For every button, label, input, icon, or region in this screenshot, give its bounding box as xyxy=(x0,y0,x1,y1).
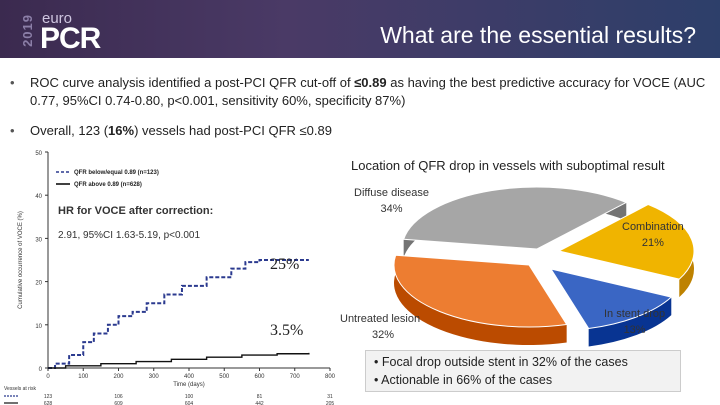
bullet-bold: ≤0.89 xyxy=(354,75,387,90)
results-box: • Focal drop outside stent in 32% of the… xyxy=(365,350,681,392)
bullet-pre: Overall, 123 ( xyxy=(30,123,109,138)
x-axis-label: Time (days) xyxy=(173,382,204,388)
x-tick-label: 700 xyxy=(290,374,301,380)
pie-label-untreated-pct: 32% xyxy=(372,329,395,341)
europcr-logo: 2019 euro PCR xyxy=(20,8,120,55)
result-line: • Actionable in 66% of the cases xyxy=(374,373,553,387)
y-tick-label: 30 xyxy=(35,237,42,243)
at-risk-value: 31 xyxy=(327,394,333,400)
pie-label-untreated: Untreated lesion 32% xyxy=(340,311,420,343)
bullet-item: • Overall, 123 (16%) vessels had post-PC… xyxy=(10,122,710,140)
pie-label-diffuse-name: Diffuse disease xyxy=(354,187,430,199)
result-line: • Focal drop outside stent in 32% of the… xyxy=(374,355,628,369)
x-tick-label: 500 xyxy=(219,374,230,380)
result-line-text: Focal drop outside stent in 32% of the c… xyxy=(381,355,628,369)
at-risk-value: 628 xyxy=(44,401,53,405)
bullet-text: Overall, 123 (16%) vessels had post-PCI … xyxy=(30,122,332,140)
at-risk-value: 442 xyxy=(255,401,264,405)
x-tick-label: 400 xyxy=(184,374,195,380)
hr-detail: 2.91, 95%CI 1.63-5.19, p<0.001 xyxy=(58,230,201,241)
at-risk-value: 609 xyxy=(114,401,123,405)
bullet-post: as having the best predictive accuracy f… xyxy=(30,75,706,108)
pie-slice xyxy=(402,186,628,250)
bullet-text: ROC curve analysis identified a post-PCI… xyxy=(30,74,710,110)
x-tick-label: 800 xyxy=(325,374,336,380)
x-tick-label: 100 xyxy=(78,374,89,380)
y-axis-label: Cumulative occurrence of VOCE (%) xyxy=(18,211,24,309)
bullet-dot-icon: • xyxy=(10,75,15,90)
at-risk-value: 106 xyxy=(114,394,123,400)
slide-title: What are the essential results? xyxy=(380,22,696,48)
pie-label-combination: Combination 21% xyxy=(622,219,684,251)
legend-label: QFR above 0.89 (n=628) xyxy=(74,182,142,188)
y-tick-label: 20 xyxy=(35,281,42,287)
bullet-item: • ROC curve analysis identified a post-P… xyxy=(10,74,710,110)
logo-euro: euro xyxy=(42,10,73,27)
bullet-pre: ROC curve analysis identified a post-PCI… xyxy=(30,75,355,90)
at-risk-value: 123 xyxy=(44,394,53,400)
y-tick-label: 0 xyxy=(39,367,43,373)
series-line xyxy=(48,352,310,369)
bullet-dot-icon: • xyxy=(10,123,15,138)
hr-annotation: HR for VOCE after correction: xyxy=(58,205,213,217)
series-line xyxy=(48,259,309,369)
at-risk-label: Vessels at risk xyxy=(4,386,36,392)
x-tick-label: 200 xyxy=(113,374,124,380)
x-tick-label: 300 xyxy=(149,374,160,380)
y-tick-label: 10 xyxy=(35,324,42,330)
pie-label-stent: In stent drop 13% xyxy=(604,306,665,338)
x-tick-label: 600 xyxy=(254,374,265,380)
pie-title: Location of QFR drop in vessels with sub… xyxy=(351,158,665,173)
x-tick-label: 0 xyxy=(46,374,50,380)
bullet-bold: 16% xyxy=(108,123,135,138)
legend-label: QFR below/equal 0.89 (n=123) xyxy=(74,170,159,176)
at-risk-value: 81 xyxy=(257,394,263,400)
pie-label-diffuse-pct: 34% xyxy=(380,203,403,215)
bullet-post: ) vessels had post-PCI QFR ≤0.89 xyxy=(134,123,332,138)
logo-pcr: PCR xyxy=(40,22,101,55)
pie-label-combination-name: Combination xyxy=(622,221,684,233)
result-line-text: Actionable in 66% of the cases xyxy=(381,373,553,387)
pie-label-untreated-name: Untreated lesion xyxy=(340,313,421,325)
pie-slice-side xyxy=(403,187,627,258)
hr-title: HR for VOCE after correction: xyxy=(58,205,214,217)
pie-label-stent-name: In stent drop xyxy=(604,308,666,320)
rate-low-label: 25% xyxy=(270,256,300,273)
at-risk-value: 205 xyxy=(326,401,335,405)
at-risk-value: 604 xyxy=(185,401,194,405)
pie-label-stent-pct: 13% xyxy=(623,324,646,336)
y-tick-label: 40 xyxy=(35,194,42,200)
bullet-list: • ROC curve analysis identified a post-P… xyxy=(10,74,710,152)
pie-label-combination-pct: 21% xyxy=(641,237,664,249)
y-tick-label: 50 xyxy=(35,151,42,157)
at-risk-value: 100 xyxy=(185,394,194,400)
header-banner: 2019 euro PCR What are the essential res… xyxy=(0,0,720,58)
rate-high-label: 3.5% xyxy=(270,322,304,339)
pie-label-diffuse: Diffuse disease 34% xyxy=(354,185,429,217)
